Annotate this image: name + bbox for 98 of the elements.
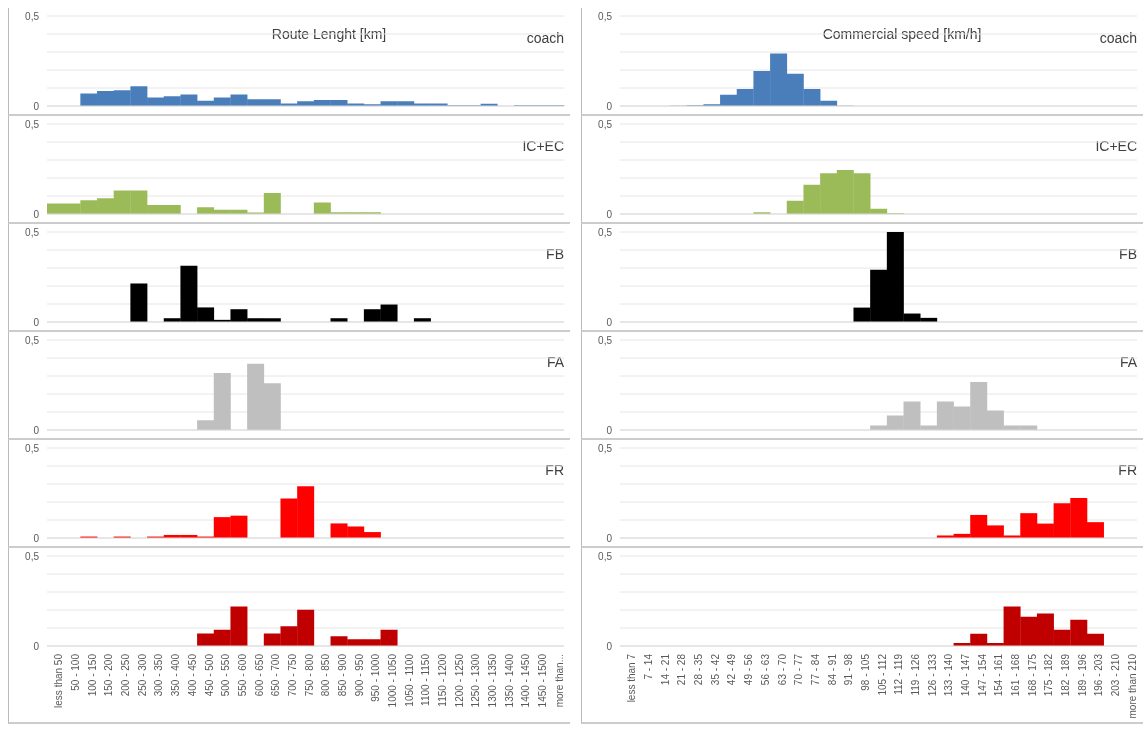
x-tick-label: 700 - 750 (286, 653, 298, 697)
x-tick-label: 182 - 189 (1060, 653, 1072, 697)
text: Route Lenght [km] (270, 26, 388, 42)
x-tick-label: 1300 - 1350 (487, 653, 499, 708)
y-tick-label: 0,5 (25, 442, 40, 454)
x-tick-label: 126 - 133 (926, 653, 938, 697)
x-tick-label: 550 - 600 (236, 653, 248, 697)
x-tick-label: 1250 - 1300 (470, 653, 482, 708)
y-tick-label: 0,5 (25, 10, 40, 22)
x-tick-label: 1450 - 1500 (537, 653, 549, 708)
y-tick-label: 0,5 (598, 118, 613, 130)
y-tick-label: 0 (33, 316, 40, 328)
x-tick-label: 1150 - 1200 (437, 653, 449, 707)
y-tick-label: 0 (606, 208, 613, 220)
annotation: FA (1119, 354, 1137, 370)
annotation: FA (546, 354, 564, 370)
x-tick-label: more than... (553, 654, 565, 708)
text: Commercial speed [km/h] (821, 26, 983, 42)
x-tick-label: 56 - 63 (759, 653, 771, 686)
x-tick-label: 112 - 119 (893, 653, 905, 695)
y-tick-label: 0,5 (598, 442, 613, 454)
x-tick-label: 600 - 650 (253, 653, 265, 697)
y-tick-label: 0 (33, 208, 40, 220)
x-tick-label: 1350 - 1400 (503, 653, 515, 708)
x-tick-label: 42 - 49 (726, 653, 738, 686)
x-tick-label: 77 - 84 (809, 653, 821, 686)
x-tick-label: 650 - 700 (270, 653, 282, 697)
x-tick-label: 189 - 196 (1076, 653, 1088, 697)
x-tick-label: 150 - 200 (103, 653, 115, 697)
x-tick-label: 98 - 105 (859, 653, 871, 691)
x-tick-label: 168 - 175 (1026, 653, 1038, 697)
x-tick-label: 250 - 300 (136, 653, 148, 697)
x-tick-label: 350 - 400 (170, 653, 182, 697)
x-tick-label: less than 50 (53, 653, 65, 708)
x-tick-label: 119 - 126 (909, 653, 921, 696)
annotation: FR (545, 462, 564, 478)
x-tick-label: 900 - 950 (353, 653, 365, 697)
x-tick-label: 7 - 14 (643, 653, 655, 680)
y-tick-label: 0 (33, 640, 40, 652)
x-tick-label: 100 - 150 (86, 653, 98, 697)
x-tick-label: 175 - 182 (1043, 653, 1055, 697)
x-tick-label: 1050 - 1100 (403, 653, 415, 707)
x-tick-label: 14 - 21 (659, 653, 671, 686)
x-tick-label: 84 - 91 (826, 653, 838, 686)
x-tick-label: 154 - 161 (993, 653, 1005, 697)
x-tick-label: 1400 - 1450 (520, 653, 532, 708)
x-tick-label: 1100 - 1150 (420, 653, 432, 706)
y-tick-label: 0 (606, 316, 613, 328)
y-tick-label: 0 (33, 100, 40, 112)
x-tick-label: 800 - 850 (320, 653, 332, 697)
x-tick-label: 147 - 154 (976, 653, 988, 697)
x-tick-label: 196 - 203 (1093, 653, 1105, 697)
x-tick-label: 750 - 800 (303, 653, 315, 697)
y-tick-label: 0,5 (25, 118, 40, 130)
x-tick-label: 200 - 250 (120, 653, 132, 697)
x-tick-label: 950 - 1000 (370, 653, 382, 702)
x-tick-label: 91 - 98 (843, 653, 855, 686)
annotation: IC+EC (1095, 138, 1137, 154)
y-tick-label: 0 (606, 100, 613, 112)
x-tick-label: 70 - 77 (793, 653, 805, 686)
x-tick-label: 50 - 100 (70, 653, 82, 691)
annotation: FB (1119, 246, 1137, 262)
y-tick-label: 0,5 (598, 550, 613, 562)
x-tick-label: 400 - 450 (186, 653, 198, 697)
y-tick-label: 0,5 (598, 226, 613, 238)
y-tick-label: 0 (33, 424, 40, 436)
x-tick-label: 140 - 147 (959, 653, 971, 697)
x-tick-label: 105 - 112 (876, 653, 888, 696)
x-tick-label: 203 - 210 (1110, 653, 1122, 697)
y-tick-label: 0 (33, 532, 40, 544)
x-tick-label: 300 - 350 (153, 653, 165, 697)
y-tick-label: 0 (606, 640, 613, 652)
y-tick-label: 0,5 (598, 10, 613, 22)
x-tick-label: 21 - 28 (676, 653, 688, 686)
annotation: FB (546, 246, 564, 262)
x-tick-label: 500 - 550 (220, 653, 232, 697)
x-tick-label: 28 - 35 (693, 653, 705, 686)
y-tick-label: 0 (606, 532, 613, 544)
x-tick-label: 161 - 168 (1010, 653, 1022, 697)
x-tick-label: 35 - 42 (709, 653, 721, 686)
y-tick-label: 0 (606, 424, 613, 436)
y-tick-label: 0,5 (25, 550, 40, 562)
annotation: FR (1118, 462, 1137, 478)
x-tick-label: 133 - 140 (943, 653, 955, 697)
x-tick-label: 63 - 70 (776, 653, 788, 686)
x-tick-label: 1000 - 1050 (386, 653, 398, 708)
x-tick-label: more than 210 (1126, 653, 1138, 719)
annotation: coach (1099, 30, 1137, 46)
y-tick-label: 0,5 (598, 334, 613, 346)
x-tick-label: 850 - 900 (336, 653, 348, 697)
x-tick-label: 49 - 56 (743, 653, 755, 686)
x-tick-label: less than 7 (626, 653, 638, 703)
x-tick-label: 450 - 500 (203, 653, 215, 697)
y-tick-label: 0,5 (25, 334, 40, 346)
y-tick-label: 0,5 (25, 226, 40, 238)
annotation: IC+EC (522, 138, 564, 154)
x-tick-label: 1200 - 1250 (453, 653, 465, 708)
annotation: coach (526, 30, 564, 46)
